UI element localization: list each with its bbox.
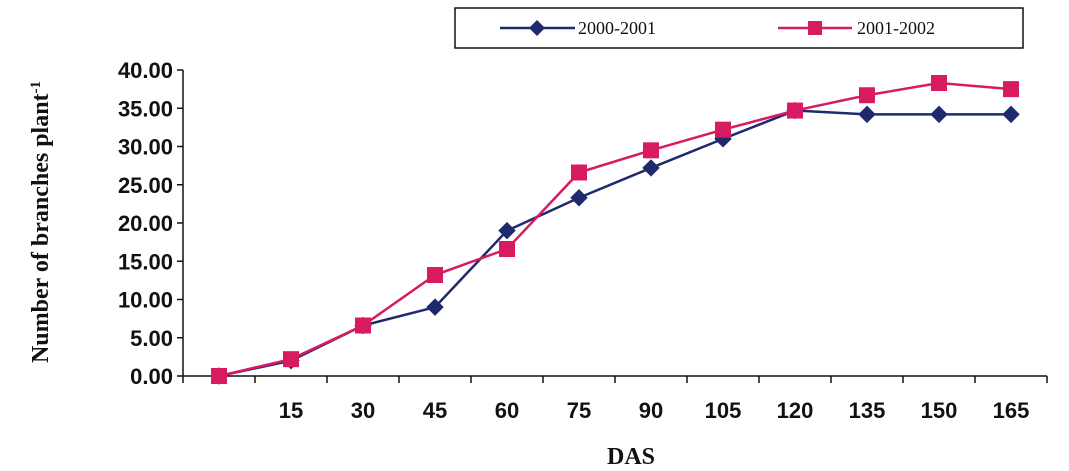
x-tick-label: 30 (351, 398, 375, 423)
legend-swatch-marker-series-1 (529, 20, 545, 36)
data-point (570, 189, 588, 207)
y-axis-title: Number of branches plant-1 (28, 81, 54, 363)
legend: 2000-2001 2001-2002 (454, 7, 1024, 49)
data-point (930, 105, 948, 124)
data-point (858, 105, 876, 124)
data-point (642, 159, 660, 177)
series-line (218, 81, 1012, 378)
data-point (787, 102, 803, 119)
x-tick-label: 15 (279, 398, 303, 423)
axes: 0.00 5.00 10.00 15.00 20.00 25.00 30.00 35.00 40… (118, 58, 1048, 423)
data-point (1003, 81, 1019, 98)
x-tick-label: 60 (495, 398, 519, 423)
series-layer (210, 75, 1020, 385)
x-tick-label: 120 (777, 398, 814, 423)
x-tick-label: 45 (423, 398, 447, 423)
data-point (715, 121, 731, 138)
y-tick-label: 40.00 (118, 58, 173, 83)
data-point (427, 267, 443, 284)
data-point (643, 142, 659, 159)
data-point (498, 221, 516, 240)
legend-item-series-1: 2000-2001 (500, 18, 656, 38)
y-tick-label: 0.00 (130, 364, 173, 389)
data-point (499, 241, 515, 258)
x-axis-title: DAS (607, 444, 655, 470)
y-tick-label: 35.00 (118, 96, 173, 121)
y-axis-title-superscript: -1 (28, 81, 44, 94)
legend-label-series-1: 2000-2001 (578, 18, 656, 38)
y-tick-label: 20.00 (118, 211, 173, 236)
data-point (931, 75, 947, 92)
x-tick-label: 165 (993, 398, 1030, 423)
x-tick-label: 135 (849, 398, 886, 423)
legend-item-series-2: 2001-2002 (778, 18, 935, 38)
y-tick-label: 30.00 (118, 135, 173, 160)
y-tick-label: 10.00 (118, 288, 173, 313)
x-tick-label: 150 (921, 398, 958, 423)
x-tick-label: 75 (567, 398, 591, 423)
y-tick-label: 5.00 (130, 326, 173, 351)
legend-label-series-2: 2001-2002 (857, 18, 935, 38)
data-point (355, 317, 371, 334)
series-2 (211, 75, 1019, 384)
x-tick-label: 90 (639, 398, 663, 423)
data-point (1002, 105, 1020, 124)
data-point (211, 368, 227, 384)
data-point (426, 298, 444, 316)
y-axis-title-text: Number of branches plant (28, 93, 54, 363)
legend-swatch-marker-series-2 (808, 21, 822, 35)
data-point (571, 164, 587, 181)
data-point (283, 351, 299, 368)
x-tick-label: 105 (705, 398, 742, 423)
data-point (859, 87, 875, 104)
series-1 (210, 101, 1020, 385)
y-tick-label: 25.00 (118, 173, 173, 198)
y-tick-label: 15.00 (118, 249, 173, 274)
